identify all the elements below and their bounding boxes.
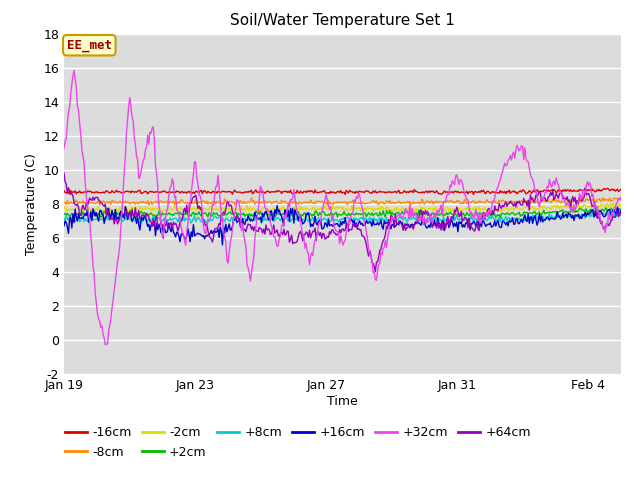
Title: Soil/Water Temperature Set 1: Soil/Water Temperature Set 1	[230, 13, 455, 28]
Text: EE_met: EE_met	[67, 39, 112, 52]
X-axis label: Time: Time	[327, 395, 358, 408]
Y-axis label: Temperature (C): Temperature (C)	[25, 153, 38, 255]
Legend: -16cm, -8cm, -2cm, +2cm, +8cm, +16cm, +32cm, +64cm: -16cm, -8cm, -2cm, +2cm, +8cm, +16cm, +3…	[60, 421, 536, 464]
